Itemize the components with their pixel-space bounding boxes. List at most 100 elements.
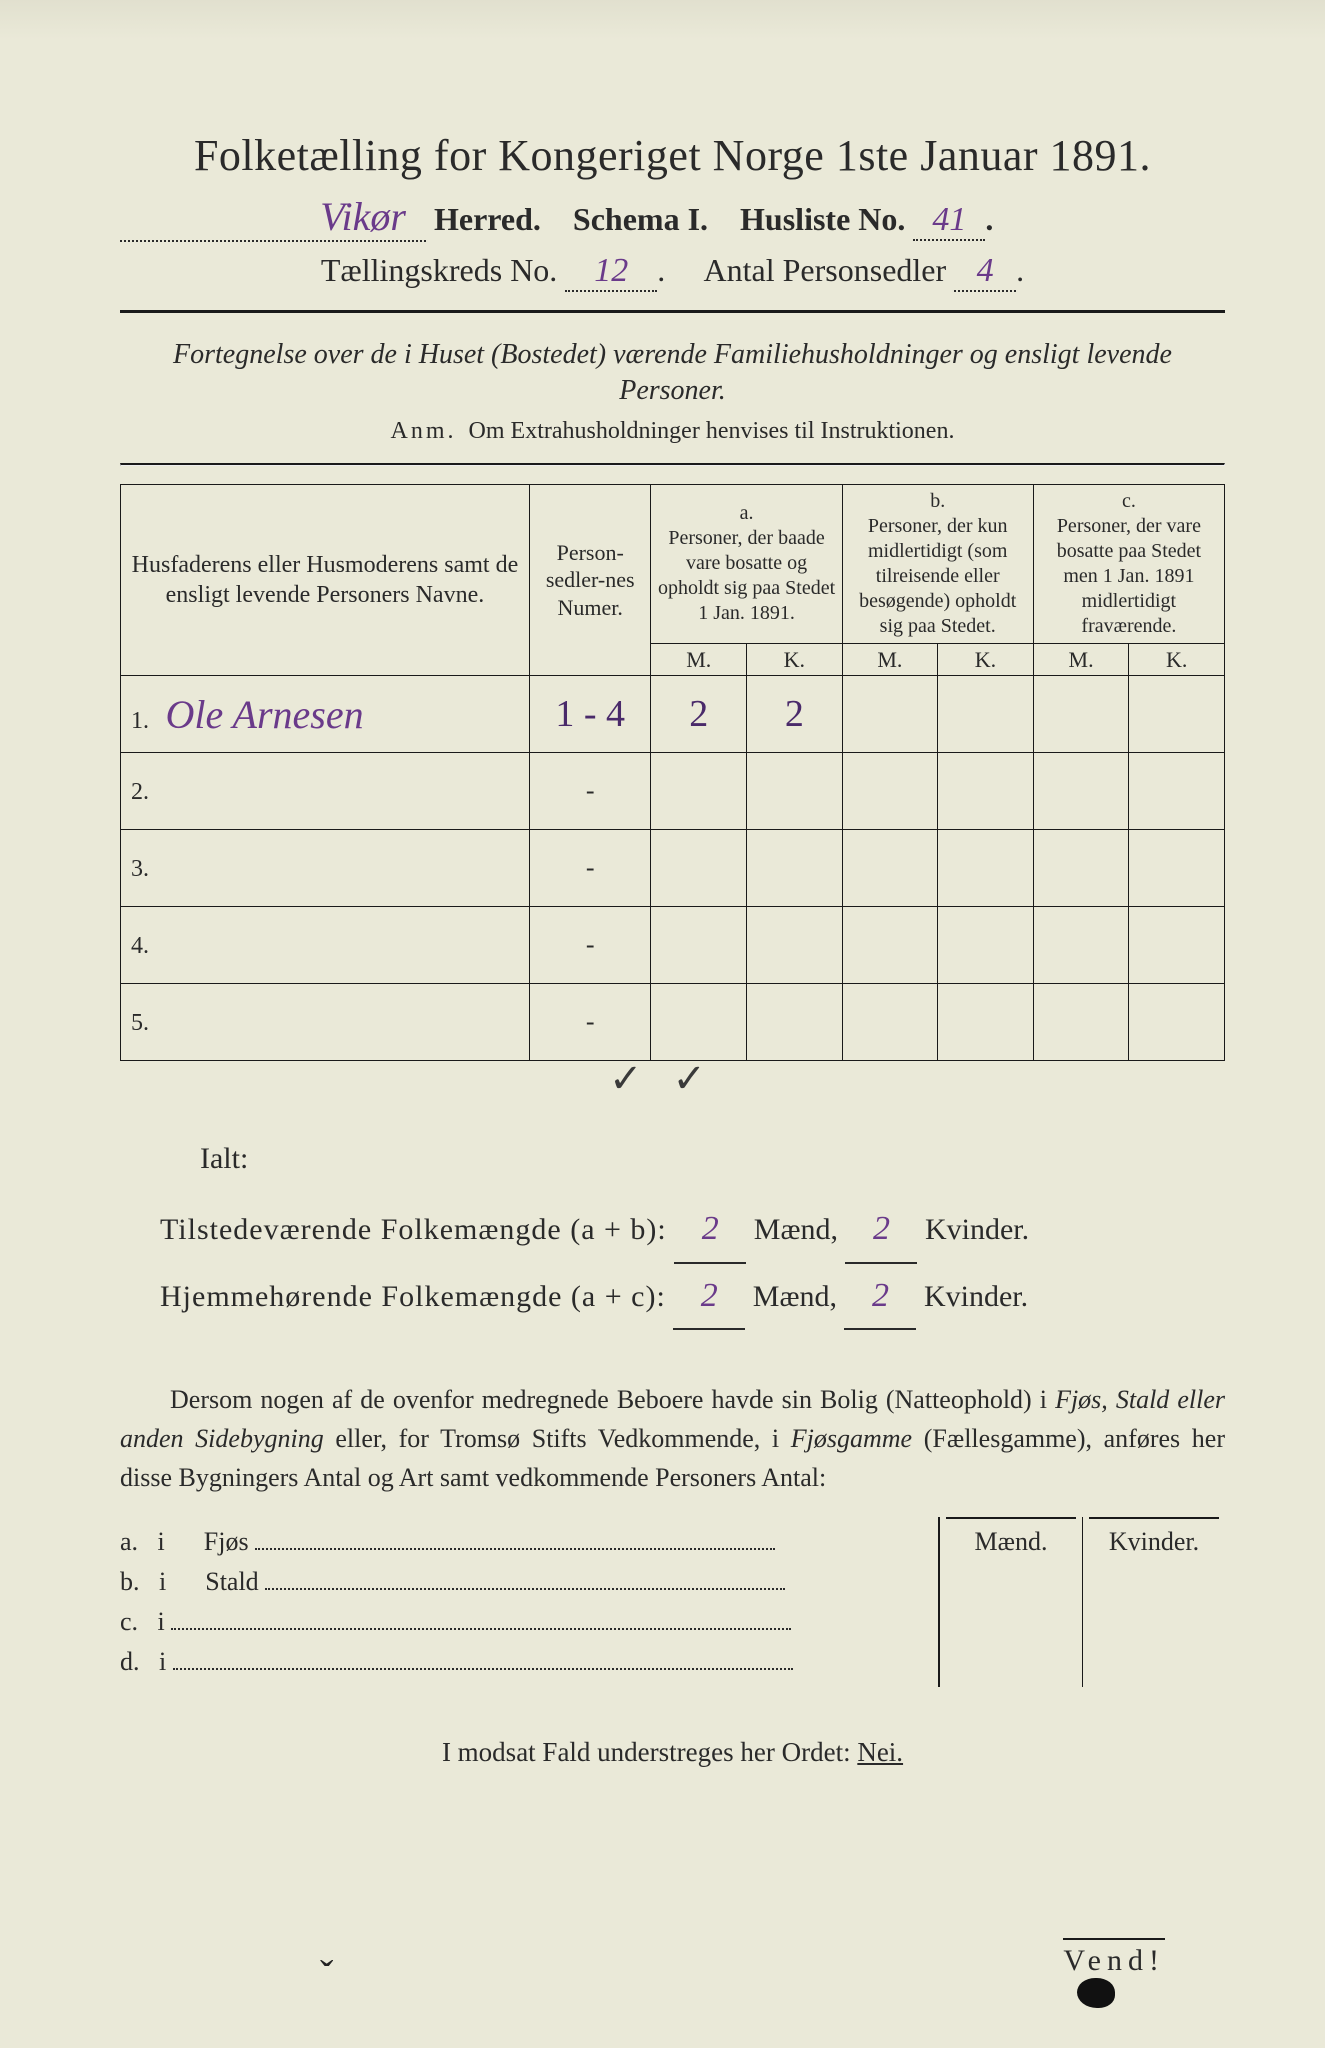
cell-num: -: [529, 830, 651, 907]
th-a-m: M.: [651, 643, 747, 676]
kvinder-label: Kvinder.: [924, 1280, 1028, 1313]
cell-num: -: [529, 753, 651, 830]
total2-label: Hjemmehørende Folkemængde (a + c):: [160, 1280, 666, 1313]
total2-k: 2: [844, 1264, 916, 1331]
cell-aK: 2: [747, 676, 843, 753]
dots: [255, 1540, 775, 1550]
line-kreds: Tællingskreds No. 12. Antal Personsedler…: [120, 252, 1225, 292]
intro-text: Fortegnelse over de i Huset (Bostedet) v…: [120, 337, 1225, 410]
table-row: 4. -: [121, 907, 1225, 984]
dots: [173, 1660, 793, 1670]
lr-i: i: [159, 1647, 166, 1676]
anm-line: Anm. Om Extrahusholdninger henvises til …: [120, 418, 1225, 445]
totals-block: Ialt: Tilstedeværende Folkemængde (a + b…: [160, 1130, 1225, 1330]
row-index: 4.: [131, 933, 159, 960]
lower-block: a. i Fjøs b. i Stald c. i d. i: [120, 1517, 1225, 1687]
th-b-m: M.: [842, 643, 938, 676]
lower-row: d. i: [120, 1647, 928, 1677]
cell-aM: 2: [651, 676, 747, 753]
table-body: 1. Ole Arnesen 1 - 4 2 2 2. - 3. -: [121, 676, 1225, 1061]
maend-label: Mænd,: [753, 1280, 837, 1313]
col-maend: Mænd.: [940, 1517, 1082, 1687]
footer-line: I modsat Fald understreges her Ordet: Ne…: [120, 1737, 1225, 1768]
anm-text: Om Extrahusholdninger henvises til Instr…: [469, 418, 955, 444]
dwelling-paragraph: Dersom nogen af de ovenfor medregnede Be…: [120, 1380, 1225, 1497]
kvinder-label: Kvinder.: [925, 1213, 1029, 1246]
herred-value: Vikør: [120, 193, 426, 242]
th-c-key: c.: [1040, 489, 1218, 514]
th-a-key: a.: [657, 501, 835, 526]
census-table: Husfaderens eller Husmoderens samt de en…: [120, 484, 1225, 1062]
cell-bM: [842, 676, 938, 753]
footer-text: I modsat Fald understreges her Ordet:: [442, 1737, 857, 1767]
lower-row: a. i Fjøs: [120, 1527, 928, 1557]
line-herred: Vikør Herred. Schema I. Husliste No. 41.: [120, 193, 1225, 242]
th-b-k: K.: [938, 643, 1034, 676]
kreds-value: 12: [565, 252, 657, 292]
lower-row: b. i Stald: [120, 1567, 928, 1597]
row-index: 5.: [131, 1010, 159, 1037]
lr-i: i: [158, 1527, 165, 1556]
th-c: c. Personer, der vare bosatte paa Stedet…: [1033, 484, 1224, 643]
th-b: b. Personer, der kun midlertidigt (som t…: [842, 484, 1033, 643]
cell-name: 5.: [121, 984, 530, 1061]
kvinder-header: Kvinder.: [1109, 1527, 1199, 1556]
antal-value: 4: [954, 252, 1016, 292]
th-a-k: K.: [747, 643, 843, 676]
anm-lead: Anm.: [391, 418, 457, 444]
col-kvinder: Kvinder.: [1082, 1517, 1225, 1687]
cell-num: -: [529, 907, 651, 984]
divider-thin: [120, 463, 1225, 466]
th-b-key: b.: [849, 489, 1027, 514]
cell-name: 3.: [121, 830, 530, 907]
table-row: 2. -: [121, 753, 1225, 830]
lr-key: a.: [120, 1527, 138, 1556]
th-c-m: M.: [1033, 643, 1129, 676]
maend-label: Mænd,: [754, 1213, 838, 1246]
lower-right: Mænd. Kvinder.: [938, 1517, 1225, 1687]
ialt-label: Ialt:: [200, 1130, 1225, 1187]
table-row: 5. -: [121, 984, 1225, 1061]
footer-nei: Nei.: [857, 1737, 903, 1767]
kreds-label: Tællingskreds No.: [321, 252, 557, 288]
husliste-label: Husliste No.: [740, 201, 905, 237]
table-row: 3. -: [121, 830, 1225, 907]
total1-label: Tilstedeværende Folkemængde (a + b):: [160, 1213, 667, 1246]
total-line-present: Tilstedeværende Folkemængde (a + b): 2 M…: [160, 1197, 1225, 1264]
cell-bK: [938, 676, 1034, 753]
cell-name: 2.: [121, 753, 530, 830]
lower-row: c. i: [120, 1607, 928, 1637]
lr-key: d.: [120, 1647, 140, 1676]
cell-name: 4.: [121, 907, 530, 984]
herred-label: Herred.: [434, 201, 541, 237]
maend-header: Mænd.: [975, 1527, 1048, 1556]
th-names: Husfaderens eller Husmoderens samt de en…: [121, 484, 530, 676]
lr-key: b.: [120, 1567, 140, 1596]
census-form-page: Folketælling for Kongeriget Norge 1ste J…: [0, 0, 1325, 2048]
lr-label: Stald: [205, 1567, 258, 1596]
para-i2: Fjøsgamme: [791, 1424, 912, 1453]
husliste-value: 41: [913, 201, 985, 241]
th-c-desc: Personer, der vare bosatte paa Stedet me…: [1040, 514, 1218, 639]
th-num: Person-sedler-nes Numer.: [529, 484, 651, 676]
th-c-k: K.: [1129, 643, 1225, 676]
dots: [265, 1580, 785, 1590]
total1-k: 2: [845, 1197, 917, 1264]
page-title: Folketælling for Kongeriget Norge 1ste J…: [120, 130, 1225, 181]
cell-cK: [1129, 676, 1225, 753]
cell-name: 1. Ole Arnesen: [121, 676, 530, 753]
th-b-desc: Personer, der kun midlertidigt (som tilr…: [849, 514, 1027, 639]
tick-marks: ✓✓: [120, 1055, 1225, 1102]
cell-num: 1 - 4: [529, 676, 651, 753]
person-name: Ole Arnesen: [166, 692, 364, 737]
antal-label: Antal Personsedler: [704, 252, 947, 288]
total1-m: 2: [674, 1197, 746, 1264]
cell-cM: [1033, 676, 1129, 753]
lr-i: i: [159, 1567, 166, 1596]
vend-label: Vend!: [1063, 1938, 1165, 1978]
divider: [120, 310, 1225, 313]
table-row: 1. Ole Arnesen 1 - 4 2 2: [121, 676, 1225, 753]
para-t1: Dersom nogen af de ovenfor medregnede Be…: [170, 1385, 1055, 1414]
cell-num: -: [529, 984, 651, 1061]
lr-label: Fjøs: [204, 1527, 249, 1556]
